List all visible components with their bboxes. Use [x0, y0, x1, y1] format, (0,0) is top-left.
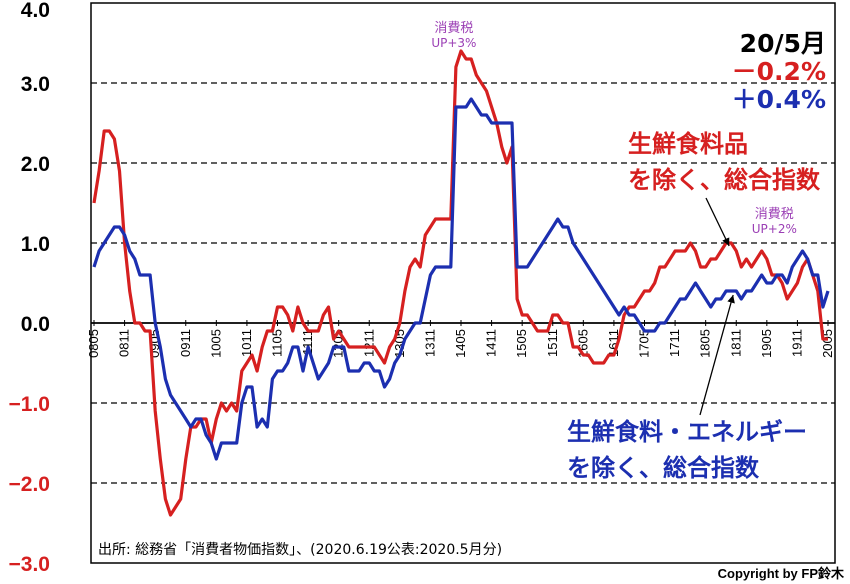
x-tick-label: 1011 [239, 329, 254, 357]
copyright: Copyright by FP鈴木 [717, 566, 844, 581]
y-tick-label: 3.0 [21, 73, 50, 96]
y-tick-label: −1.0 [9, 393, 50, 416]
y-tick-label: 0.0 [21, 313, 50, 336]
blue-series-label-line2: を除く、総合指数 [567, 454, 760, 482]
blue-label-arrow [699, 294, 735, 416]
x-tick-label: 1805 [698, 329, 713, 358]
tax-annotation-line2: UP+3% [431, 36, 476, 50]
blue-series-label-line1: 生鮮食料・エネルギー [567, 418, 807, 446]
y-axis-ticks: 4.0 3.0 2.0 1.0 0.0 −1.0 −2.0 −3.0 [9, 0, 50, 576]
tax-annotation-line2: UP+2% [752, 222, 797, 236]
x-tick-label: 1111 [300, 329, 315, 355]
red-label-arrow [705, 197, 730, 247]
x-tick-label: 1511 [545, 329, 560, 357]
x-axis-ticks: 0805 0811 0905 0911 1005 1011 1105 1111 1205 1211… [86, 320, 835, 358]
y-tick-label: 2.0 [21, 153, 50, 176]
y-tick-label: −3.0 [9, 553, 50, 576]
x-tick-label: 1411 [484, 329, 499, 357]
x-tick-label: 1911 [789, 329, 804, 357]
x-tick-label: 1005 [208, 329, 223, 358]
series-line-red [92, 49, 828, 517]
series-lines [92, 49, 830, 517]
red-series-label-line2: を除く、総合指数 [628, 166, 821, 194]
latest-month-label: 20/5月 [740, 29, 826, 58]
y-tick-label: −2.0 [9, 473, 50, 496]
series-line-blue [92, 97, 830, 461]
x-tick-label: 1711 [667, 329, 682, 357]
x-tick-label: 1405 [453, 329, 468, 358]
x-tick-label: 1705 [637, 329, 652, 358]
source-note: 出所: 総務省「消費者物価指数」、(2020.6.19公表:2020.5月分) [98, 542, 502, 558]
x-tick-label: 0911 [178, 329, 193, 357]
x-tick-label: 1505 [514, 329, 529, 358]
x-tick-label: 1105 [270, 329, 285, 357]
x-tick-label: 1905 [759, 329, 774, 358]
x-tick-label: 1211 [361, 329, 376, 357]
tax-annotation-line1: 消費税 [434, 21, 473, 36]
latest-red-value: －0.2% [732, 57, 826, 86]
y-tick-label: 4.0 [21, 0, 50, 22]
series-labels: 20/5月－0.2%＋0.4%生鮮食料品を除く、総合指数生鮮食料・エネルギーを除… [567, 29, 826, 482]
tax-annotation-line1: 消費税 [755, 207, 794, 222]
x-tick-label: 0811 [117, 329, 132, 357]
x-tick-label: 1811 [728, 329, 743, 357]
x-tick-label: 1311 [422, 329, 437, 357]
grid-lines [91, 82, 835, 484]
red-series-label-line1: 生鮮食料品 [628, 130, 748, 158]
latest-blue-value: ＋0.4% [732, 85, 826, 114]
y-tick-label: 1.0 [21, 233, 50, 256]
plot-border [90, 2, 836, 564]
x-tick-label: 0805 [86, 329, 101, 358]
